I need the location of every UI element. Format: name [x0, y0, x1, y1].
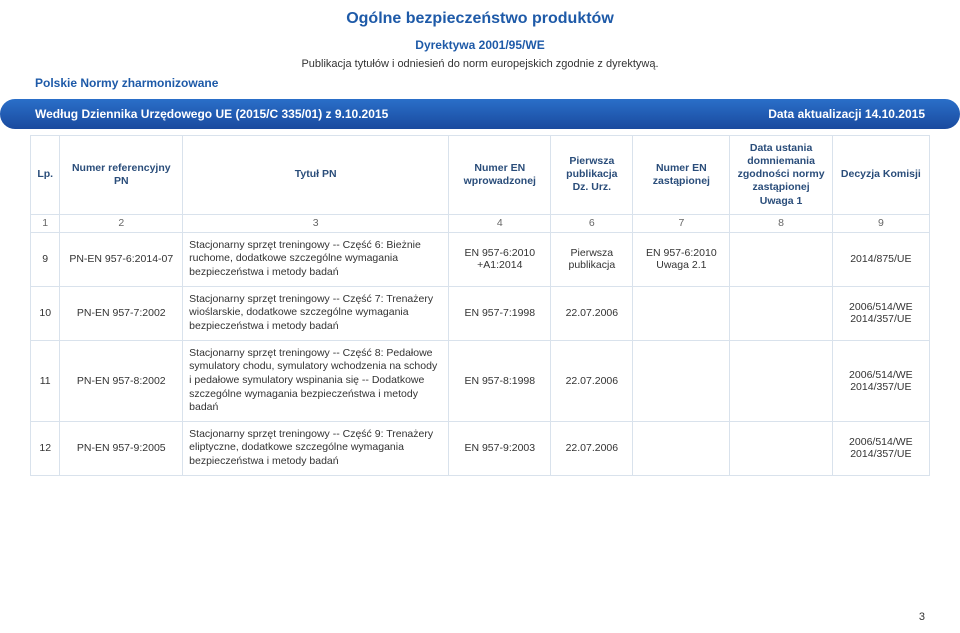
table-row: 10 PN-EN 957-7:2002 Stacjonarny sprzęt t…	[31, 286, 930, 340]
info-bar: Według Dziennika Urzędowego UE (2015/C 3…	[0, 99, 960, 129]
cell-en-rep	[633, 340, 730, 421]
cell-cessation	[730, 232, 832, 286]
cell-ref: PN-EN 957-8:2002	[60, 340, 183, 421]
cell-pub: 22.07.2006	[551, 286, 633, 340]
standards-table: Lp. Numer referencyjny PN Tytuł PN Numer…	[30, 135, 930, 476]
col-num: 8	[730, 214, 832, 232]
cell-title: Stacjonarny sprzęt treningowy -- Część 6…	[183, 232, 449, 286]
col-num: 6	[551, 214, 633, 232]
col-num: 9	[832, 214, 929, 232]
table-header-row: Lp. Numer referencyjny PN Tytuł PN Numer…	[31, 136, 930, 215]
cell-en-intro: EN 957-6:2010 +A1:2014	[449, 232, 551, 286]
table-number-row: 1 2 3 4 6 7 8 9	[31, 214, 930, 232]
col-header-pub: Pierwsza publikacja Dz. Urz.	[551, 136, 633, 215]
cell-cessation	[730, 340, 832, 421]
cell-lp: 11	[31, 340, 60, 421]
table-row: 9 PN-EN 957-6:2014-07 Stacjonarny sprzęt…	[31, 232, 930, 286]
col-num: 4	[449, 214, 551, 232]
col-num: 7	[633, 214, 730, 232]
directive-line: Dyrektywa 2001/95/WE	[30, 38, 930, 52]
table-row: 11 PN-EN 957-8:2002 Stacjonarny sprzęt t…	[31, 340, 930, 421]
cell-cessation	[730, 421, 832, 475]
main-title: Ogólne bezpieczeństwo produktów	[30, 10, 930, 28]
info-bar-right: Data aktualizacji 14.10.2015	[768, 107, 925, 121]
col-header-lp: Lp.	[31, 136, 60, 215]
subtitle-block: Dyrektywa 2001/95/WE Publikacja tytułów …	[30, 38, 930, 70]
cell-en-intro: EN 957-9:2003	[449, 421, 551, 475]
col-header-ref: Numer referencyjny PN	[60, 136, 183, 215]
cell-title: Stacjonarny sprzęt treningowy -- Część 8…	[183, 340, 449, 421]
page-number: 3	[919, 611, 925, 623]
cell-ref: PN-EN 957-7:2002	[60, 286, 183, 340]
cell-decision: 2006/514/WE 2014/357/UE	[832, 340, 929, 421]
col-num: 1	[31, 214, 60, 232]
cell-pub: 22.07.2006	[551, 340, 633, 421]
cell-ref: PN-EN 957-6:2014-07	[60, 232, 183, 286]
cell-en-rep	[633, 286, 730, 340]
col-header-en-rep: Numer EN zastąpionej	[633, 136, 730, 215]
col-num: 3	[183, 214, 449, 232]
info-bar-left: Według Dziennika Urzędowego UE (2015/C 3…	[35, 107, 388, 121]
cell-pub: Pierwsza publikacja	[551, 232, 633, 286]
cell-en-intro: EN 957-7:1998	[449, 286, 551, 340]
col-header-cessation: Data ustania domniemania zgodności normy…	[730, 136, 832, 215]
col-header-title: Tytuł PN	[183, 136, 449, 215]
table-row: 12 PN-EN 957-9:2005 Stacjonarny sprzęt t…	[31, 421, 930, 475]
section-label: Polskie Normy zharmonizowane	[30, 76, 930, 90]
cell-pub: 22.07.2006	[551, 421, 633, 475]
cell-title: Stacjonarny sprzęt treningowy -- Część 9…	[183, 421, 449, 475]
cell-lp: 12	[31, 421, 60, 475]
cell-decision: 2006/514/WE 2014/357/UE	[832, 421, 929, 475]
col-header-decision: Decyzja Komisji	[832, 136, 929, 215]
table-container: Lp. Numer referencyjny PN Tytuł PN Numer…	[0, 135, 960, 476]
col-num: 2	[60, 214, 183, 232]
publication-note: Publikacja tytułów i odniesień do norm e…	[30, 58, 930, 70]
cell-en-rep	[633, 421, 730, 475]
cell-en-intro: EN 957-8:1998	[449, 340, 551, 421]
cell-title: Stacjonarny sprzęt treningowy -- Część 7…	[183, 286, 449, 340]
col-header-en-intro: Numer EN wprowadzonej	[449, 136, 551, 215]
cell-en-rep: EN 957-6:2010 Uwaga 2.1	[633, 232, 730, 286]
document-header: Ogólne bezpieczeństwo produktów Dyrektyw…	[0, 0, 960, 95]
cell-ref: PN-EN 957-9:2005	[60, 421, 183, 475]
cell-lp: 10	[31, 286, 60, 340]
cell-decision: 2014/875/UE	[832, 232, 929, 286]
cell-decision: 2006/514/WE 2014/357/UE	[832, 286, 929, 340]
cell-cessation	[730, 286, 832, 340]
cell-lp: 9	[31, 232, 60, 286]
